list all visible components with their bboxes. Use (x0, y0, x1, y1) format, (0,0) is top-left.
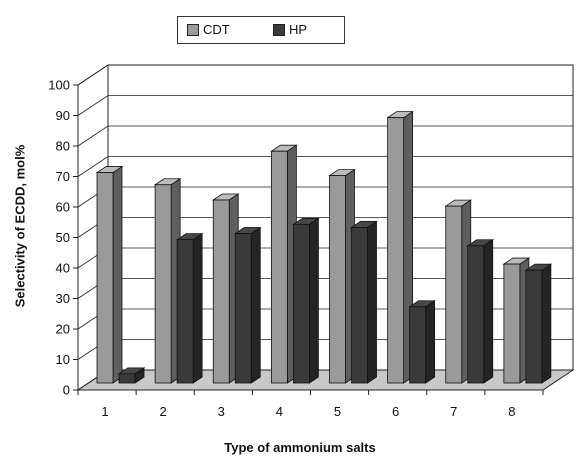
bar-hp-8 (524, 263, 553, 384)
x-tick-label: 7 (450, 404, 457, 419)
legend: CDT HP (177, 16, 345, 44)
bar-hp-4 (292, 217, 320, 384)
x-axis-title: Type of ammonium salts (224, 440, 376, 455)
bar-side (112, 165, 123, 384)
bar-hp-5 (350, 220, 378, 384)
legend-swatch-cdt (187, 23, 199, 36)
bar-front (467, 245, 485, 384)
bar-front (387, 117, 405, 384)
bar-cdt-5 (328, 168, 356, 384)
y-axis-title: Selectivity of ECDD, mol% (12, 144, 28, 308)
bar-front (212, 199, 230, 384)
bar-side (250, 226, 261, 384)
bar-side (425, 300, 436, 384)
bar-side (192, 232, 203, 384)
bar-front (445, 205, 463, 384)
bar-front (329, 175, 346, 384)
bar-front (292, 223, 310, 384)
x-tick-label: 2 (160, 404, 167, 419)
bar-front (409, 306, 427, 384)
gridline (77, 125, 573, 147)
bar-cdt-3 (211, 193, 240, 384)
bar-hp-1 (117, 367, 146, 384)
bar-cdt-4 (270, 144, 298, 384)
bar-front (503, 263, 521, 384)
y-tick-label: 20 (56, 322, 70, 337)
bar-front (270, 150, 288, 384)
legend-item-hp: HP (273, 22, 307, 37)
y-tick-label: 100 (48, 78, 70, 93)
bar-side (367, 220, 377, 384)
legend-label-cdt: CDT (203, 22, 230, 37)
bar-hp-6 (408, 300, 436, 384)
bar-side (483, 239, 494, 384)
x-tick-label: 1 (101, 404, 108, 419)
bar-hp-3 (233, 226, 262, 384)
y-tick-label: 60 (56, 200, 70, 215)
y-tick-label: 80 (56, 139, 70, 154)
bar-front (118, 373, 136, 384)
gridline (77, 95, 573, 116)
x-tick-label: 4 (276, 404, 283, 419)
bar-side (541, 263, 552, 384)
gridline (77, 64, 573, 86)
gridline (77, 156, 573, 177)
bar-front (176, 239, 194, 384)
y-tick-label: 70 (56, 169, 70, 184)
y-tick-label: 30 (56, 291, 70, 306)
floor (76, 369, 575, 391)
bar-front (154, 184, 172, 384)
x-tick-label: 3 (218, 404, 225, 419)
bar-cdt-1 (95, 165, 124, 384)
legend-swatch-hp (273, 23, 285, 36)
bar-front (234, 233, 252, 384)
bar-cdt-8 (502, 257, 531, 384)
legend-item-cdt: CDT (187, 22, 230, 37)
bar-front (96, 172, 114, 384)
y-tick-label: 40 (56, 261, 70, 276)
bar-front (351, 227, 368, 384)
x-tick-label: 8 (508, 404, 515, 419)
y-tick-label: 50 (56, 230, 70, 245)
y-tick-label: 0 (63, 383, 70, 398)
bar-hp-2 (175, 232, 204, 384)
bar-cdt-6 (386, 110, 414, 384)
bar-cdt-7 (444, 199, 473, 384)
bar-side (308, 217, 319, 384)
y-tick-label: 10 (56, 352, 70, 367)
bar-front (525, 269, 543, 384)
bar-hp-7 (466, 239, 495, 384)
bar-cdt-2 (153, 178, 182, 384)
legend-label-hp: HP (289, 22, 308, 37)
y-tick-label: 90 (56, 108, 70, 123)
x-tick-label: 5 (334, 404, 341, 419)
x-tick-label: 6 (392, 404, 399, 419)
